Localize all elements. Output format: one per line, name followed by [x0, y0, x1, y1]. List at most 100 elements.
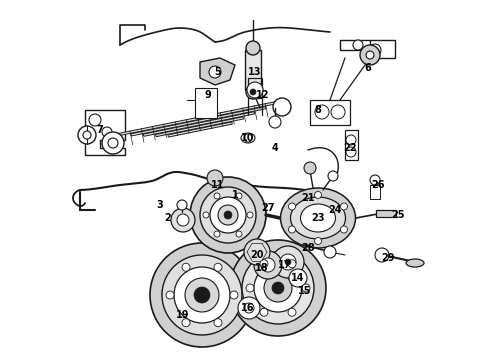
Circle shape [102, 127, 112, 137]
Text: 29: 29 [381, 253, 395, 263]
Circle shape [194, 287, 210, 303]
Text: 2: 2 [165, 213, 172, 223]
Circle shape [254, 264, 302, 312]
Circle shape [285, 259, 291, 265]
Circle shape [108, 138, 118, 148]
Circle shape [190, 177, 266, 253]
Circle shape [174, 267, 230, 323]
Text: 27: 27 [261, 203, 275, 213]
Polygon shape [85, 110, 125, 155]
Polygon shape [310, 100, 350, 125]
Polygon shape [131, 107, 266, 136]
Circle shape [224, 211, 232, 219]
Text: 15: 15 [298, 286, 312, 296]
Circle shape [254, 251, 282, 279]
Text: 16: 16 [241, 303, 255, 313]
Text: 12: 12 [256, 90, 270, 100]
Circle shape [214, 319, 222, 327]
Polygon shape [156, 117, 244, 137]
Polygon shape [345, 130, 358, 160]
Circle shape [315, 105, 329, 119]
Circle shape [78, 126, 96, 144]
Circle shape [200, 187, 256, 243]
Circle shape [166, 291, 174, 299]
Circle shape [150, 243, 254, 347]
Polygon shape [168, 122, 232, 137]
Circle shape [214, 193, 220, 199]
Circle shape [162, 255, 242, 335]
Bar [245, 50, 261, 90]
Ellipse shape [241, 133, 255, 143]
Circle shape [244, 303, 254, 313]
Circle shape [264, 274, 292, 302]
Circle shape [341, 203, 347, 210]
Circle shape [360, 45, 380, 65]
Ellipse shape [406, 259, 424, 267]
Text: 21: 21 [301, 193, 315, 203]
Text: 9: 9 [205, 90, 211, 100]
Circle shape [247, 82, 263, 98]
Circle shape [230, 240, 326, 336]
Polygon shape [143, 112, 255, 136]
Circle shape [346, 135, 356, 145]
Circle shape [315, 238, 321, 244]
Circle shape [353, 40, 363, 50]
Circle shape [238, 297, 260, 319]
Circle shape [218, 205, 238, 225]
Circle shape [107, 140, 117, 150]
Circle shape [375, 248, 389, 262]
Circle shape [272, 246, 304, 278]
Bar [370, 185, 380, 199]
Circle shape [289, 203, 295, 210]
Text: 3: 3 [157, 200, 163, 210]
Circle shape [260, 260, 268, 268]
Ellipse shape [300, 204, 336, 232]
Circle shape [83, 131, 91, 139]
Circle shape [246, 41, 260, 55]
Text: 13: 13 [248, 67, 262, 77]
Circle shape [214, 263, 222, 271]
Text: 18: 18 [255, 263, 269, 273]
Text: 8: 8 [315, 105, 321, 115]
Text: 25: 25 [391, 210, 405, 220]
Polygon shape [340, 40, 395, 58]
Text: 22: 22 [343, 143, 357, 153]
Circle shape [236, 193, 242, 199]
Circle shape [102, 132, 124, 154]
Circle shape [207, 170, 223, 186]
Circle shape [246, 85, 260, 99]
Text: 4: 4 [271, 143, 278, 153]
Circle shape [304, 162, 316, 174]
Circle shape [346, 147, 356, 157]
Circle shape [331, 105, 345, 119]
Text: 17: 17 [278, 260, 292, 270]
Circle shape [327, 204, 343, 220]
Circle shape [210, 197, 246, 233]
Text: 26: 26 [371, 180, 385, 190]
Circle shape [273, 98, 291, 116]
Text: 11: 11 [211, 180, 225, 190]
Bar [376, 210, 396, 217]
Text: 20: 20 [250, 250, 264, 260]
Text: 7: 7 [97, 125, 103, 135]
Text: 28: 28 [301, 243, 315, 253]
Text: 6: 6 [365, 63, 371, 73]
Circle shape [244, 134, 252, 142]
Text: 24: 24 [328, 205, 342, 215]
Text: 5: 5 [215, 67, 221, 77]
Circle shape [370, 175, 380, 185]
Text: 1: 1 [232, 190, 238, 200]
Text: 19: 19 [176, 310, 190, 320]
Circle shape [289, 269, 307, 287]
Circle shape [341, 226, 347, 233]
Circle shape [89, 114, 101, 126]
Circle shape [244, 239, 270, 265]
Polygon shape [119, 102, 277, 136]
Bar [195, 88, 217, 118]
Circle shape [250, 89, 256, 95]
Circle shape [236, 231, 242, 237]
Circle shape [171, 208, 195, 232]
Text: 10: 10 [241, 133, 255, 143]
Circle shape [177, 214, 189, 226]
Circle shape [369, 44, 381, 56]
